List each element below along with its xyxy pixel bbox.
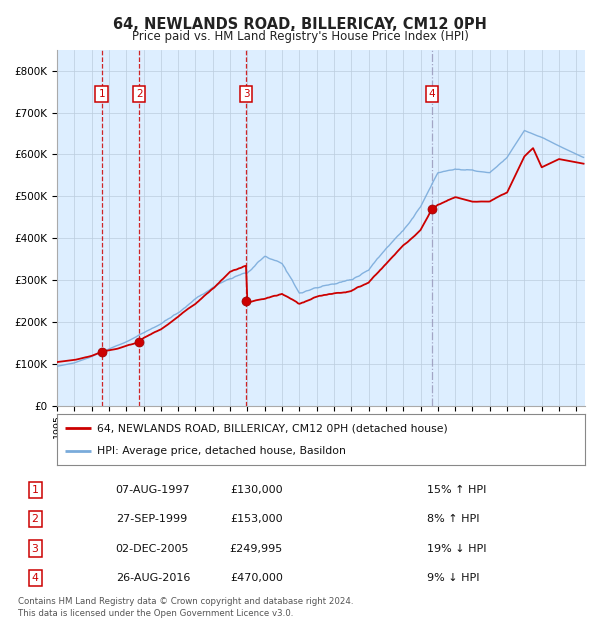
Text: 2: 2 — [32, 514, 38, 524]
Text: 07-AUG-1997: 07-AUG-1997 — [116, 485, 190, 495]
Text: 3: 3 — [242, 89, 250, 99]
Text: £130,000: £130,000 — [230, 485, 283, 495]
Text: 8% ↑ HPI: 8% ↑ HPI — [427, 514, 479, 524]
Text: Price paid vs. HM Land Registry's House Price Index (HPI): Price paid vs. HM Land Registry's House … — [131, 30, 469, 43]
Text: 19% ↓ HPI: 19% ↓ HPI — [427, 544, 486, 554]
Text: 27-SEP-1999: 27-SEP-1999 — [116, 514, 187, 524]
Text: 64, NEWLANDS ROAD, BILLERICAY, CM12 0PH: 64, NEWLANDS ROAD, BILLERICAY, CM12 0PH — [113, 17, 487, 32]
Text: HPI: Average price, detached house, Basildon: HPI: Average price, detached house, Basi… — [97, 446, 346, 456]
Text: £470,000: £470,000 — [230, 573, 283, 583]
Text: 2: 2 — [136, 89, 143, 99]
Text: 9% ↓ HPI: 9% ↓ HPI — [427, 573, 479, 583]
Text: 1: 1 — [32, 485, 38, 495]
Text: 4: 4 — [32, 573, 38, 583]
Text: £153,000: £153,000 — [230, 514, 283, 524]
Text: 15% ↑ HPI: 15% ↑ HPI — [427, 485, 486, 495]
Text: 3: 3 — [32, 544, 38, 554]
Text: 4: 4 — [429, 89, 436, 99]
Text: Contains HM Land Registry data © Crown copyright and database right 2024.
This d: Contains HM Land Registry data © Crown c… — [18, 597, 353, 618]
Text: 26-AUG-2016: 26-AUG-2016 — [116, 573, 190, 583]
Text: £249,995: £249,995 — [229, 544, 283, 554]
Text: 1: 1 — [98, 89, 105, 99]
Text: 02-DEC-2005: 02-DEC-2005 — [116, 544, 189, 554]
Text: 64, NEWLANDS ROAD, BILLERICAY, CM12 0PH (detached house): 64, NEWLANDS ROAD, BILLERICAY, CM12 0PH … — [97, 423, 448, 433]
